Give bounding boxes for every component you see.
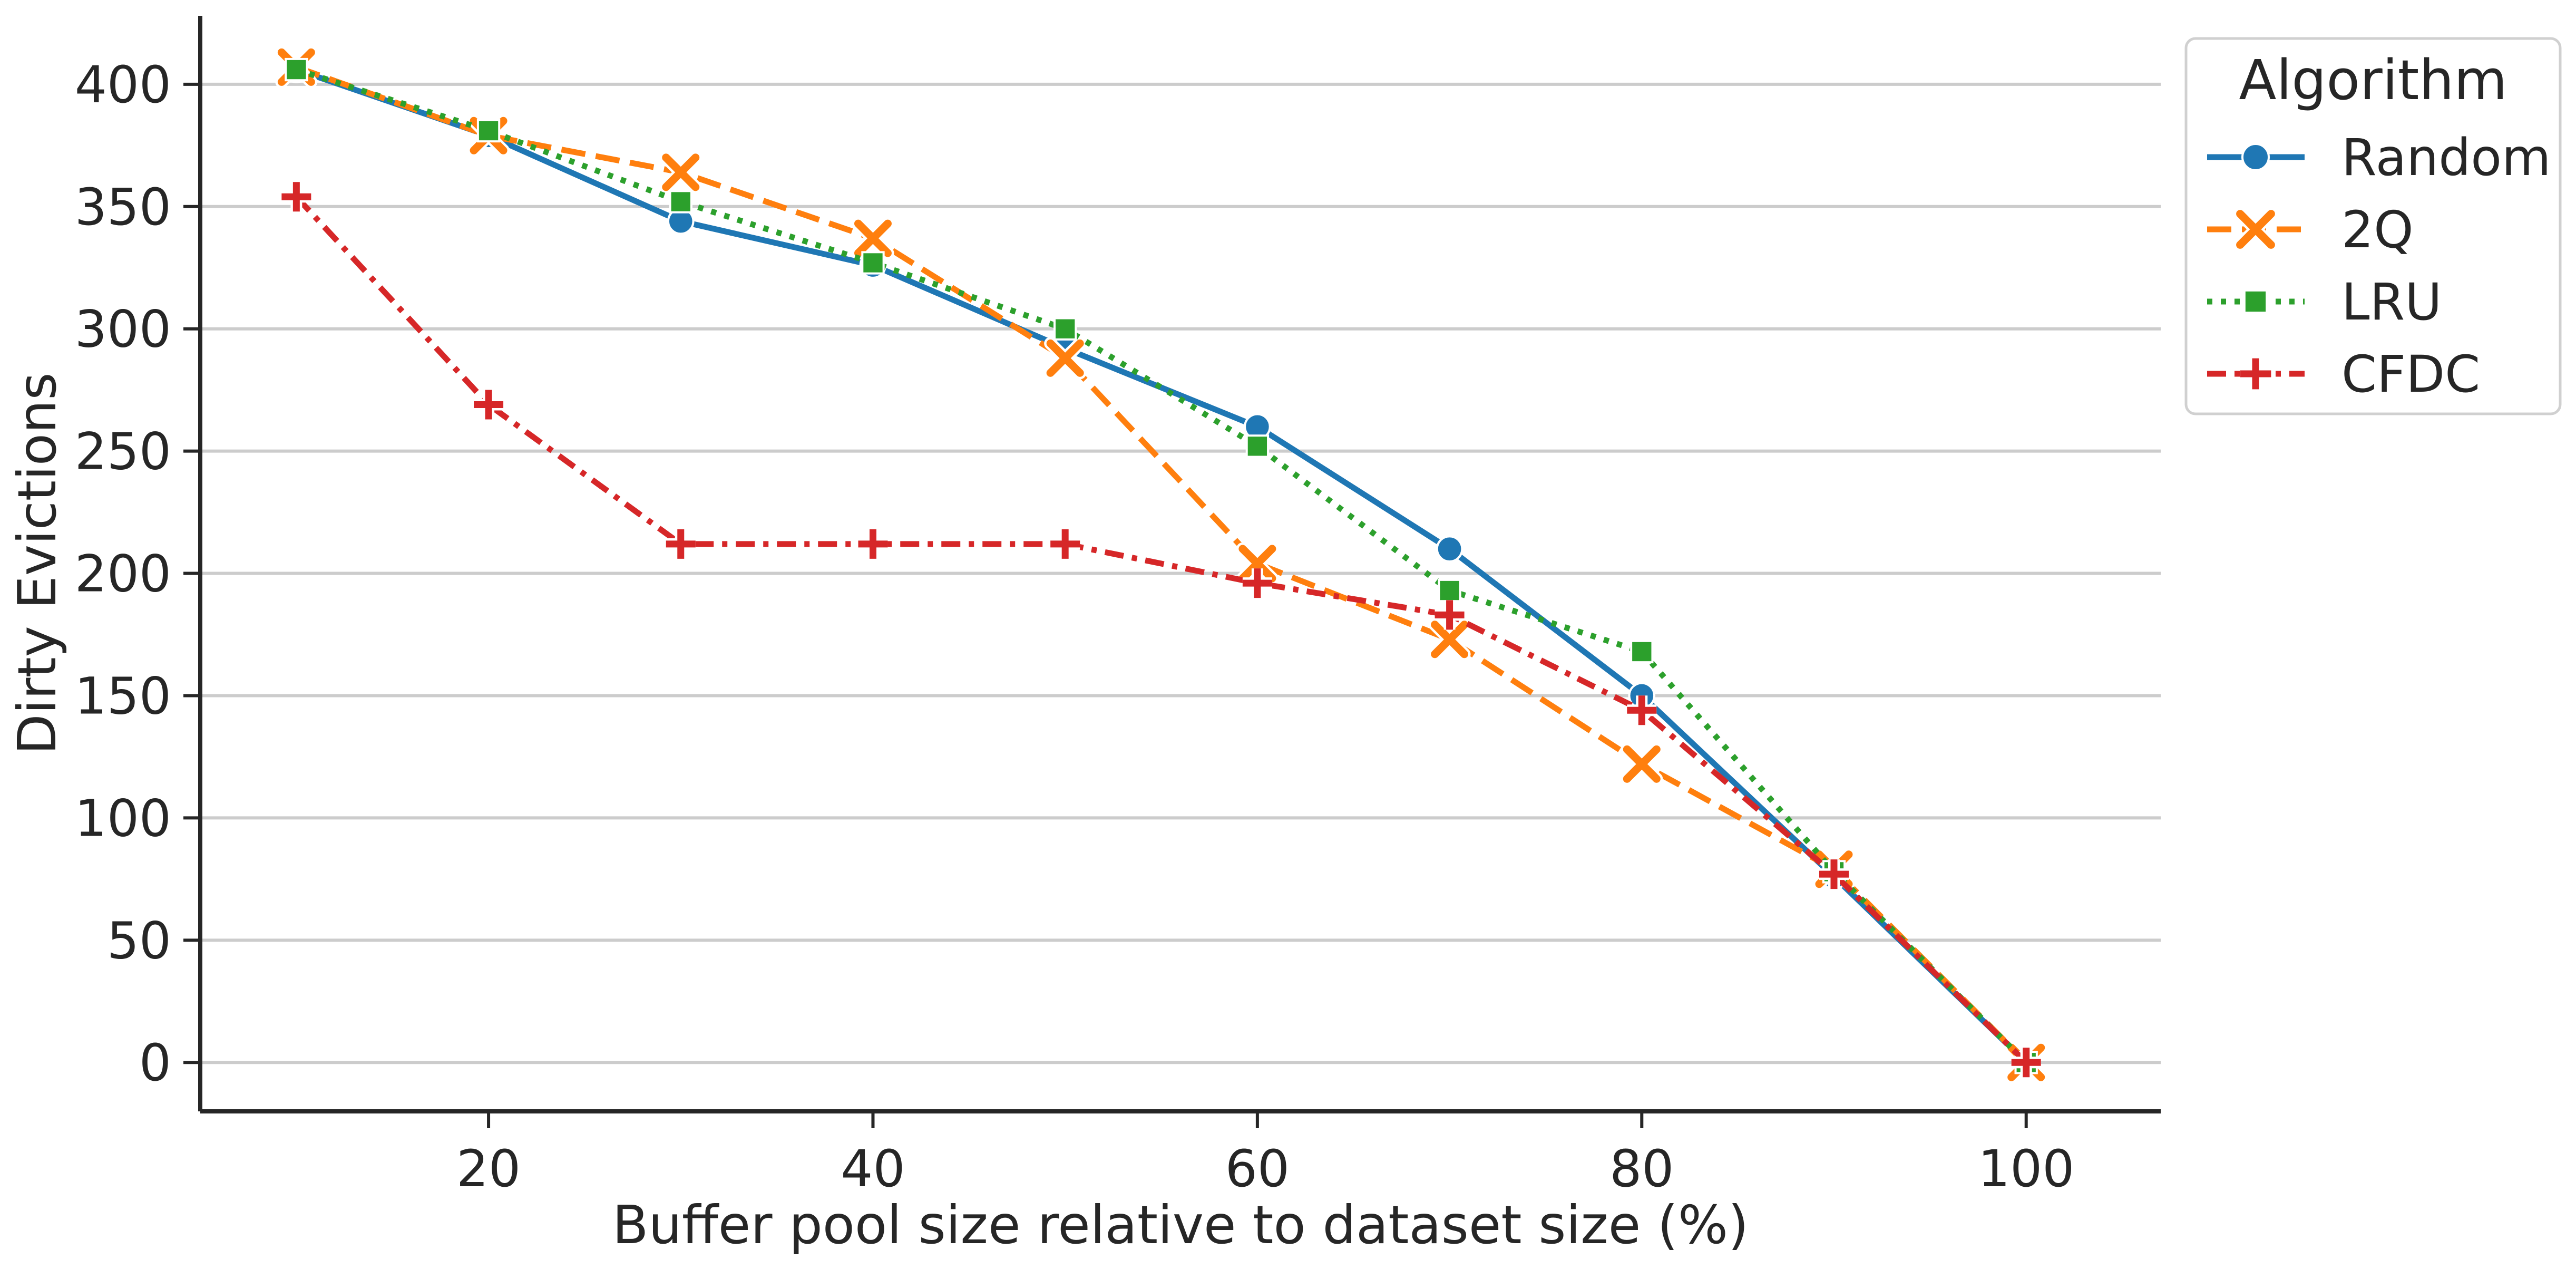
- data-point-cfdc-stroke: [1819, 859, 1849, 889]
- y-tick-label: 350: [75, 178, 171, 237]
- data-point-cfdc-stroke: [1242, 568, 1272, 598]
- series-line-cfdc: [294, 195, 2028, 1065]
- data-point-cfdc: [666, 529, 696, 559]
- y-tick-label: 200: [75, 545, 171, 604]
- data-point-cfdc-stroke: [1627, 695, 1657, 725]
- data-point-cfdc: [281, 182, 311, 212]
- legend-marker-lru: [2243, 289, 2268, 314]
- y-tick-label: 0: [139, 1033, 171, 1092]
- data-point-2q: [659, 151, 702, 193]
- series-cfdc: [281, 182, 2041, 1078]
- data-point-lru: [1438, 578, 1461, 603]
- series-line-2q: [295, 64, 2028, 1065]
- x-tick-label: 40: [841, 1139, 905, 1198]
- series-line-random: [295, 66, 2028, 1065]
- y-tick-label: 400: [75, 55, 171, 114]
- legend-marker-cfdc: [2240, 358, 2271, 390]
- data-point-2q-stroke: [1046, 339, 1084, 377]
- legend-frame: [2184, 37, 2562, 415]
- data-point-2q-stroke: [662, 153, 700, 191]
- legend-marker-2q-stroke: [2236, 210, 2275, 249]
- tick-labels: 0 50 100 150 200 250 300 350 400 20 40 60 80 100: [75, 55, 2075, 1198]
- data-point-cfdc: [1242, 568, 1272, 598]
- data-point-random: [1436, 535, 1463, 563]
- legend-marker-cfdc-stroke: [2240, 358, 2271, 390]
- data-point-2q: [1044, 337, 1087, 380]
- x-axis-label: Buffer pool size relative to dataset siz…: [612, 1194, 1749, 1256]
- data-point-cfdc: [474, 390, 504, 420]
- legend-label-random: Random: [2341, 128, 2551, 187]
- data-point-cfdc: [2011, 1048, 2041, 1078]
- data-point-lru: [1630, 640, 1654, 664]
- legend-marker-random: [2241, 143, 2270, 171]
- x-tick-label: 80: [1609, 1139, 1674, 1198]
- gridlines: [200, 82, 2161, 1064]
- data-point-cfdc-stroke: [474, 390, 504, 420]
- legend-label-lru: LRU: [2341, 273, 2442, 332]
- data-point-lru: [476, 119, 501, 143]
- data-point-2q: [1428, 618, 1471, 661]
- data-point-2q-stroke: [1238, 545, 1276, 583]
- legend-entry-2q: 2Q: [2207, 200, 2414, 259]
- data-point-2q-stroke: [854, 219, 892, 257]
- series-line-lru: [295, 66, 2028, 1065]
- data-point-lru: [861, 251, 885, 275]
- data-point-cfdc-stroke: [666, 529, 696, 559]
- legend-label-cfdc: CFDC: [2341, 345, 2480, 404]
- data-point-cfdc: [1050, 529, 1080, 559]
- x-tick-label: 20: [456, 1139, 521, 1198]
- data-point-cfdc: [858, 529, 888, 559]
- data-point-cfdc-stroke: [2011, 1048, 2041, 1078]
- data-point-2q-stroke: [1623, 745, 1661, 783]
- legend-entry-lru: LRU: [2207, 273, 2442, 332]
- data-point-cfdc-stroke: [1435, 600, 1465, 630]
- legend-entry-random: Random: [2207, 128, 2551, 187]
- y-tick-label: 150: [75, 666, 171, 725]
- data-point-lru: [669, 190, 692, 214]
- data-point-cfdc: [1627, 695, 1657, 725]
- y-tick-label: 50: [107, 911, 171, 970]
- legend-marker-2q: [2233, 207, 2278, 251]
- y-tick-label: 100: [75, 789, 171, 848]
- data-point-cfdc: [1819, 859, 1849, 889]
- series-lines: [275, 46, 2047, 1084]
- y-tick-label: 250: [75, 422, 171, 481]
- data-point-lru: [1245, 434, 1270, 458]
- legend-entries: Random 2Q LRU CFDC: [2207, 128, 2551, 404]
- data-point-cfdc: [1435, 600, 1465, 630]
- legend: Algorithm Random 2Q LRU CFDC: [2184, 37, 2562, 415]
- x-tick-label: 60: [1225, 1139, 1290, 1198]
- x-tick-label: 100: [1978, 1139, 2074, 1198]
- data-point-2q: [852, 217, 894, 260]
- data-point-cfdc-stroke: [281, 182, 311, 212]
- data-point-cfdc-stroke: [858, 529, 888, 559]
- legend-label-2q: 2Q: [2341, 200, 2414, 259]
- y-tick-label: 300: [75, 300, 171, 359]
- data-point-lru: [1053, 317, 1077, 341]
- legend-entry-cfdc: CFDC: [2207, 345, 2480, 404]
- data-point-2q: [1621, 743, 1663, 786]
- data-point-cfdc-stroke: [1050, 529, 1080, 559]
- data-point-2q-stroke: [1431, 621, 1469, 658]
- axes: [183, 16, 2161, 1128]
- data-point-lru: [285, 57, 308, 82]
- y-axis-label: Dirty Evictions: [6, 373, 68, 755]
- data-point-2q: [1236, 543, 1279, 585]
- legend-title: Algorithm: [2239, 48, 2507, 112]
